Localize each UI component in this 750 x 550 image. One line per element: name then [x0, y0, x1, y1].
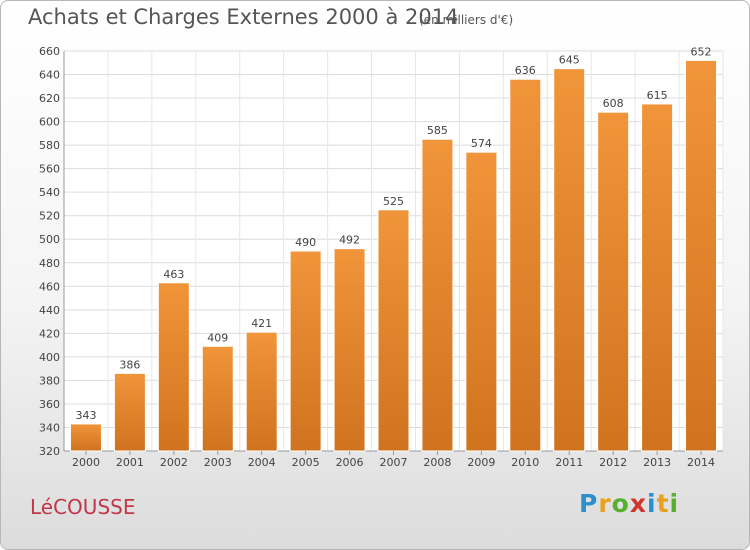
- bar-value-label: 525: [383, 195, 404, 208]
- bar: [245, 331, 278, 452]
- bar-value-label: 490: [295, 236, 316, 249]
- y-tick-label: 580: [39, 139, 60, 152]
- x-tick-label: 2009: [467, 456, 495, 469]
- bar: [333, 248, 366, 452]
- bar-value-label: 492: [339, 234, 360, 247]
- y-tick-label: 560: [39, 163, 60, 176]
- bar: [289, 250, 322, 452]
- bar: [509, 78, 542, 452]
- bar: [553, 68, 586, 452]
- y-tick-label: 640: [39, 69, 60, 82]
- bar: [201, 345, 234, 452]
- bar-value-label: 585: [427, 124, 448, 137]
- y-tick-label: 440: [39, 304, 60, 317]
- y-tick-label: 420: [39, 327, 60, 340]
- bar-value-label: 386: [119, 358, 140, 371]
- bar: [421, 138, 454, 452]
- logo-letter: o: [611, 489, 630, 518]
- bar-value-label: 608: [603, 97, 624, 110]
- bar-value-label: 645: [559, 54, 580, 67]
- bar: [641, 103, 674, 452]
- logo-letter: i: [647, 489, 657, 518]
- bar-value-label: 652: [691, 45, 712, 58]
- logo-letter: t: [656, 489, 670, 518]
- x-tick-label: 2001: [116, 456, 144, 469]
- logo-letter: i: [669, 489, 680, 518]
- x-tick-label: 2013: [643, 456, 671, 469]
- x-tick-label: 2005: [292, 456, 320, 469]
- y-tick-label: 400: [39, 351, 60, 364]
- bar: [377, 209, 410, 452]
- y-tick-label: 660: [39, 45, 60, 58]
- bar: [465, 151, 498, 452]
- bar-value-label: 421: [251, 317, 272, 330]
- y-tick-label: 340: [39, 421, 60, 434]
- x-tick-label: 2014: [687, 456, 715, 469]
- y-tick-label: 540: [39, 186, 60, 199]
- bar: [597, 111, 630, 452]
- proxiti-logo: Proxiti: [579, 489, 679, 518]
- y-tick-label: 320: [39, 445, 60, 458]
- bar: [69, 423, 102, 452]
- y-tick-label: 520: [39, 210, 60, 223]
- y-tick-label: 500: [39, 233, 60, 246]
- bar: [113, 372, 146, 452]
- x-tick-label: 2007: [380, 456, 408, 469]
- chart-title: Achats et Charges Externes 2000 à 2014: [28, 5, 459, 29]
- bar: [685, 59, 718, 452]
- y-tick-label: 360: [39, 398, 60, 411]
- y-tick-label: 600: [39, 116, 60, 129]
- x-tick-label: 2002: [160, 456, 188, 469]
- x-tick-label: 2011: [555, 456, 583, 469]
- bar: [157, 282, 190, 452]
- logo-letter: P: [579, 489, 599, 518]
- bar-value-label: 615: [647, 89, 668, 102]
- x-tick-label: 2010: [511, 456, 539, 469]
- bar-value-label: 574: [471, 137, 492, 150]
- x-tick-label: 2000: [72, 456, 100, 469]
- x-tick-label: 2003: [204, 456, 232, 469]
- y-tick-label: 380: [39, 374, 60, 387]
- x-tick-label: 2004: [248, 456, 276, 469]
- bar-value-label: 409: [207, 331, 228, 344]
- logo-letter: x: [629, 489, 647, 518]
- bar-value-label: 636: [515, 64, 536, 77]
- y-tick-label: 460: [39, 280, 60, 293]
- commune-name: LéCOUSSE: [30, 495, 136, 519]
- bar-value-label: 343: [75, 409, 96, 422]
- bar-value-label: 463: [163, 268, 184, 281]
- logo-letter: r: [598, 489, 612, 518]
- x-tick-label: 2012: [599, 456, 627, 469]
- x-tick-label: 2006: [336, 456, 364, 469]
- y-tick-label: 620: [39, 92, 60, 105]
- y-tick-label: 480: [39, 257, 60, 270]
- chart-subtitle: (en milliers d'€): [419, 13, 514, 27]
- x-tick-label: 2008: [423, 456, 451, 469]
